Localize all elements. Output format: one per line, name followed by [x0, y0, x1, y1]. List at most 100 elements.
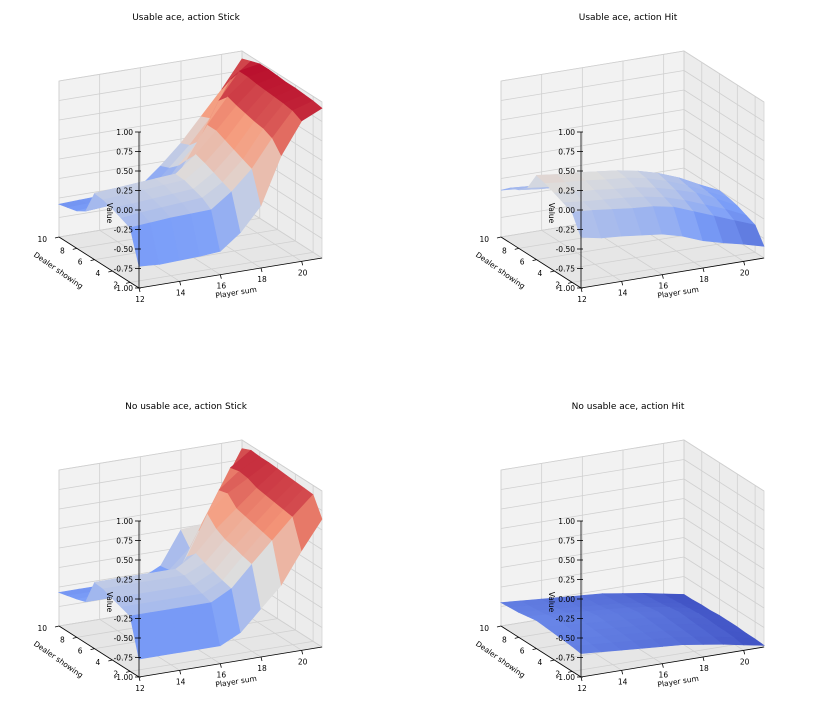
y-tick	[90, 648, 95, 651]
z-tick-label: -0.25	[114, 615, 134, 624]
x-tick	[743, 261, 746, 266]
gridline	[241, 206, 323, 259]
y-tick	[496, 625, 502, 628]
y-tick-label: 2	[113, 280, 118, 289]
z-tick-label: 0.75	[558, 148, 575, 157]
gridline	[683, 556, 765, 609]
y-tick-label: 4	[96, 269, 101, 278]
gridline	[683, 498, 765, 550]
gridline	[58, 459, 243, 490]
panel-4: -1.00 -0.75 -0.50 -0.25 0.00 0.25 0.50 0.75 1.00…	[474, 402, 766, 693]
z-tick-label: 0.00	[558, 206, 575, 215]
z-tick-label: -0.50	[556, 634, 576, 643]
z-tick-label: 0.50	[116, 556, 133, 565]
x-tick-label: 20	[740, 657, 750, 666]
surface-patch	[734, 220, 765, 247]
gridline	[130, 640, 314, 672]
gridline	[500, 89, 685, 121]
y-tick	[568, 670, 573, 673]
y-tick	[72, 636, 77, 639]
gridline	[500, 517, 685, 549]
gridline	[683, 167, 765, 220]
z-axis-label: Value	[105, 203, 114, 224]
gridline	[541, 229, 622, 282]
gridline	[500, 148, 685, 179]
y-tick-label: 10	[479, 624, 489, 633]
y-tick-label: 4	[538, 658, 543, 667]
y-tick	[108, 659, 113, 662]
x-tick	[580, 287, 583, 293]
gridline	[58, 70, 243, 101]
gridline	[130, 251, 314, 283]
x-tick	[661, 274, 664, 279]
x-tick	[219, 663, 222, 668]
gridline	[500, 439, 685, 471]
x-tick-label: 14	[618, 677, 628, 686]
y-tick-label: 8	[60, 246, 65, 255]
x-tick	[702, 267, 705, 273]
z-tick-label: -1.00	[556, 284, 576, 293]
x-tick-label: 12	[135, 295, 145, 304]
z-tick-label: 0.25	[116, 576, 133, 585]
z-tick-label: -1.00	[114, 284, 134, 293]
z-tick-label: -1.00	[114, 673, 134, 682]
gridline	[572, 640, 756, 672]
y-axis-line	[58, 625, 140, 678]
x-tick	[621, 670, 624, 675]
gridline	[500, 498, 685, 529]
y-tick	[54, 625, 60, 628]
x-tick	[702, 656, 705, 662]
chart-title: No usable ace, action Stick	[125, 402, 248, 412]
x-tick-label: 18	[257, 664, 267, 673]
z-tick-label: 0.75	[558, 537, 575, 546]
y-tick-label: 10	[479, 235, 489, 244]
y-tick	[126, 281, 131, 284]
x-tick	[219, 274, 222, 279]
gridline	[683, 439, 765, 492]
gridline	[683, 50, 765, 103]
x-tick	[621, 281, 624, 286]
z-tick-label: -0.25	[556, 615, 576, 624]
y-axis-line	[500, 625, 582, 678]
x-tick	[260, 267, 263, 273]
y-tick	[90, 259, 95, 262]
x-tick-label: 20	[740, 268, 750, 277]
gridline	[500, 459, 685, 490]
x-axis-line	[580, 646, 765, 678]
x-tick-label: 20	[298, 657, 308, 666]
gridline	[500, 537, 685, 568]
y-tick	[532, 259, 537, 262]
x-tick	[179, 670, 182, 675]
y-tick-label: 6	[520, 647, 525, 656]
panel-2: -1.00 -0.75 -0.50 -0.25 0.00 0.25 0.50 0.75 1.00…	[474, 13, 766, 304]
x-tick-label: 16	[217, 671, 227, 680]
x-tick	[138, 676, 141, 682]
gridline	[683, 517, 765, 570]
gridline	[500, 70, 685, 101]
x-axis-line	[138, 257, 323, 289]
x-tick-label: 12	[135, 684, 145, 693]
y-tick-label: 6	[78, 258, 83, 267]
y-tick	[54, 236, 60, 239]
z-tick-label: 1.00	[558, 517, 575, 526]
gridline	[683, 89, 765, 142]
z-tick-label: 0.00	[558, 595, 575, 604]
chart-title: Usable ace, action Hit	[579, 13, 678, 23]
z-tick-label: -0.75	[556, 654, 576, 663]
z-tick-label: 1.00	[558, 128, 575, 137]
z-axis-label: Value	[547, 592, 556, 613]
x-tick	[580, 676, 583, 682]
y-tick-label: 6	[520, 258, 525, 267]
y-tick-label: 6	[78, 647, 83, 656]
x-tick-label: 20	[298, 268, 308, 277]
z-tick-label: -0.50	[556, 245, 576, 254]
y-axis-label: Dealer showing	[32, 639, 85, 680]
z-axis-label: Value	[547, 203, 556, 224]
z-tick-label: 0.50	[116, 167, 133, 176]
gridline	[554, 240, 738, 272]
gridline	[683, 459, 765, 511]
x-tick-label: 16	[659, 671, 669, 680]
z-tick-label: 0.75	[116, 148, 133, 157]
panel-1: -1.00 -0.75 -0.50 -0.25 0.00 0.25 0.50 0.75 1.00…	[32, 13, 324, 304]
y-tick	[550, 270, 555, 273]
